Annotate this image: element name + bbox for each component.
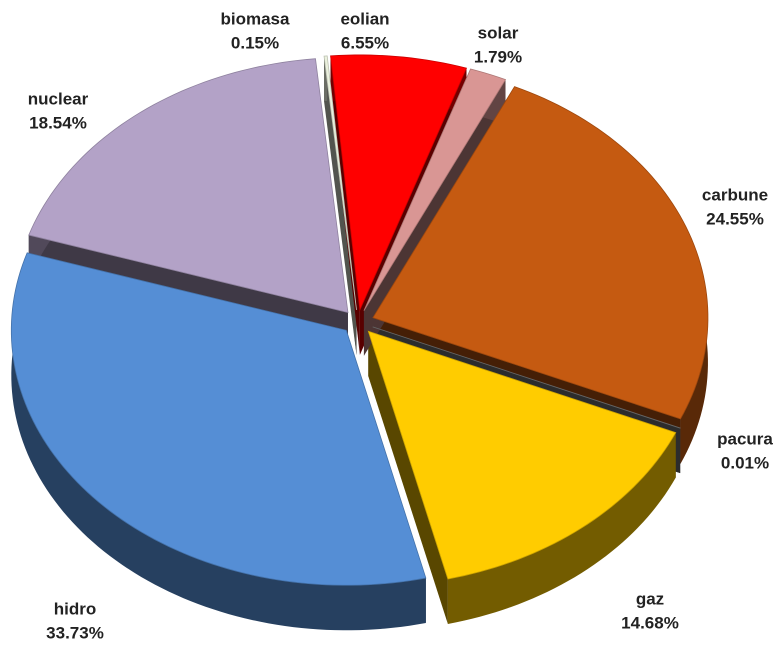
slice-value-label: 0.15% xyxy=(231,33,279,52)
slice-label: hidro xyxy=(54,599,97,618)
slice-value-label: 6.55% xyxy=(341,33,389,52)
slice-side xyxy=(447,432,676,625)
slice xyxy=(372,86,709,420)
slice xyxy=(323,55,357,310)
slice-value-label: 14.68% xyxy=(621,613,679,632)
slice-value-label: 0.01% xyxy=(721,453,769,472)
slice-label: biomasa xyxy=(221,9,291,28)
slice xyxy=(10,252,427,586)
slice-label: pacura xyxy=(717,429,773,448)
slice xyxy=(367,330,677,580)
slice-value-label: 24.55% xyxy=(706,209,764,228)
slice-label: gaz xyxy=(636,589,664,608)
slice xyxy=(363,68,507,311)
slice-label: solar xyxy=(478,23,519,42)
slice xyxy=(372,326,681,429)
slice-label: nuclear xyxy=(28,89,89,108)
slice-value-label: 18.54% xyxy=(29,113,87,132)
slice xyxy=(28,58,349,314)
slice-value-label: 1.79% xyxy=(474,47,522,66)
slice xyxy=(330,54,468,312)
slice-label: eolian xyxy=(340,9,389,28)
slice-side xyxy=(11,252,426,631)
slice-value-label: 33.73% xyxy=(46,623,104,642)
slice-wall xyxy=(368,331,448,625)
slice-label: carbune xyxy=(702,185,768,204)
